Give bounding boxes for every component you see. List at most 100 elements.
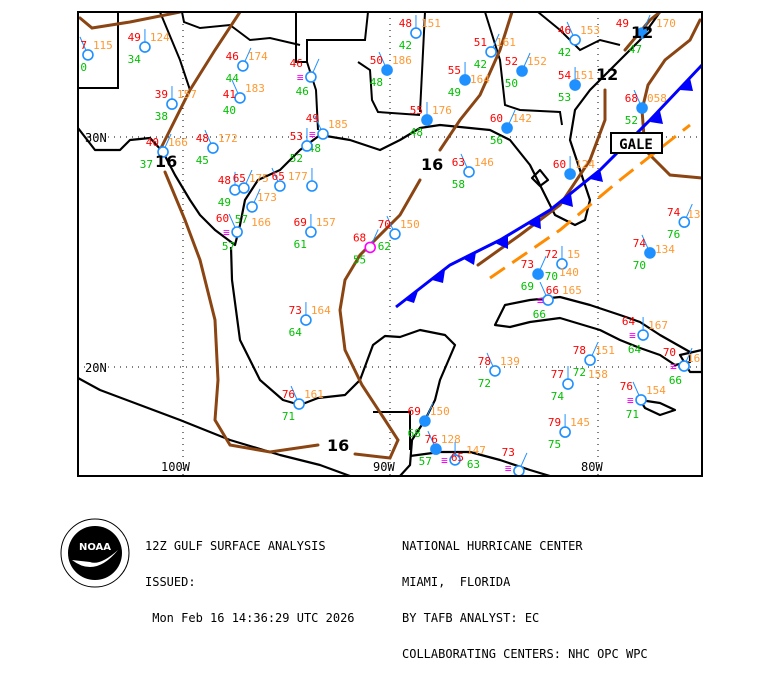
pressure: 147 xyxy=(466,444,486,457)
dewpoint: 42 xyxy=(474,58,487,71)
station-plot: 68 55 xyxy=(353,229,379,266)
station-circle-icon xyxy=(516,65,528,77)
lon-label: 80W xyxy=(581,460,603,474)
logo-text: NOAA xyxy=(79,542,111,553)
station-plot: 79 145 75 xyxy=(548,414,590,451)
station-plot: 69 157 61 xyxy=(294,213,336,251)
pressure: 164 xyxy=(470,73,490,86)
pressure: 150 xyxy=(400,218,420,231)
product-info: 12Z GULF SURFACE ANALYSIS ISSUED: Mon Fe… xyxy=(145,516,355,636)
station-circle-icon xyxy=(569,79,581,91)
temperature: 65 xyxy=(451,451,464,464)
pressure: 165 xyxy=(562,284,582,297)
station-circle-icon xyxy=(419,415,431,427)
dewpoint: 46 xyxy=(296,85,309,98)
station-circle-icon xyxy=(489,365,501,377)
dewpoint: 62 xyxy=(378,240,391,253)
pressure: 158 xyxy=(588,368,608,381)
station-plot: 78 139 72 xyxy=(478,352,520,390)
pressure: 151 xyxy=(421,17,441,30)
temperature: 53 xyxy=(290,130,303,143)
lat-label: 20N xyxy=(85,361,107,375)
station-plot: 77 158 74 xyxy=(551,366,608,403)
dewpoint: 47 xyxy=(629,43,642,56)
station-circle-icon xyxy=(584,354,596,366)
station-plot: 60 124 xyxy=(553,156,595,180)
station-plot: 63 146 58 xyxy=(452,153,494,191)
pressure: 166 xyxy=(168,136,188,149)
station-circle-icon xyxy=(459,74,471,86)
dewpoint: 52 xyxy=(625,114,638,127)
dewpoint: 52 xyxy=(290,152,303,165)
dewpoint: 63 xyxy=(467,458,480,471)
analyst: BY TAFB ANALYST: EC xyxy=(402,611,540,625)
isobar-label: 12 xyxy=(631,23,653,42)
pressure: 173 xyxy=(257,191,277,204)
dewpoint: 55 xyxy=(353,253,366,266)
temperature: 64 xyxy=(622,315,636,328)
station-circle-icon xyxy=(430,443,442,455)
temperature: 49 xyxy=(616,17,629,30)
station-circle-icon xyxy=(317,128,329,140)
pressure: 154 xyxy=(646,384,666,397)
collaborating-centers: COLLABORATING CENTERS: NHC OPC WPC xyxy=(402,647,648,661)
temperature: 60 xyxy=(553,158,566,171)
fog-icon: ≡ xyxy=(297,71,304,84)
pressure: 058 xyxy=(647,92,667,105)
station-circle-icon xyxy=(300,314,312,326)
station-circle-icon xyxy=(306,180,318,192)
station-circle-icon xyxy=(207,142,219,154)
station-plot: 52 152 50 xyxy=(505,52,547,90)
dewpoint: 57 xyxy=(235,213,248,226)
temperature: 55 xyxy=(448,64,461,77)
temperature: 52 xyxy=(505,55,518,68)
isobar-label: 16 xyxy=(327,436,349,455)
station-circle-icon xyxy=(246,201,258,213)
cold-front xyxy=(395,63,702,309)
pressure: 146 xyxy=(474,156,494,169)
pressure: 13 xyxy=(687,208,700,221)
station-plot: 74 134 70 xyxy=(633,234,675,272)
lat-label: 30N xyxy=(85,131,107,145)
pressure: 134 xyxy=(655,243,675,256)
dewpoint: 53 xyxy=(558,91,571,104)
isobar-label: 12 xyxy=(596,65,618,84)
station-circle-icon xyxy=(274,180,286,192)
temperature: 55 xyxy=(410,104,423,117)
station-plot: 51 161 42 xyxy=(474,33,516,71)
station-plot: 7 115 0 xyxy=(79,36,113,74)
station-circle-icon xyxy=(636,102,648,114)
dewpoint: 71 xyxy=(626,408,639,421)
station-circle-icon xyxy=(501,122,513,134)
station-circle-icon xyxy=(562,378,574,390)
temperature: 65 xyxy=(272,170,285,183)
fog-icon: ≡ xyxy=(627,394,634,407)
station-plot: 55 164 49 xyxy=(448,61,490,99)
temperature: 46 xyxy=(226,50,239,63)
pressure: 128 xyxy=(441,433,461,446)
center-location: MIAMI, FLORIDA xyxy=(402,575,511,589)
dewpoint: 72 xyxy=(573,366,586,379)
isobar-label: 16 xyxy=(421,155,443,174)
dewpoint: 38 xyxy=(155,110,168,123)
station-plot: ≡46 46 xyxy=(290,57,320,98)
station-circle-icon xyxy=(637,329,649,341)
station-plot: 53 52 xyxy=(290,127,313,165)
lat-lon-grid xyxy=(78,12,702,476)
station-circle-icon xyxy=(513,465,525,476)
pressure: 177 xyxy=(288,170,308,183)
temperature: 39 xyxy=(155,88,168,101)
station-circle-icon xyxy=(82,49,94,61)
temperature: 50 xyxy=(370,54,383,67)
station-plot: ≡76 154 71 xyxy=(620,380,666,421)
pressure: 145 xyxy=(570,416,590,429)
temperature: 74 xyxy=(667,206,681,219)
station-circle-icon xyxy=(542,294,554,306)
fog-icon: ≡ xyxy=(670,360,677,373)
dewpoint: 57 xyxy=(222,240,235,253)
isobar-label: 16 xyxy=(155,152,177,171)
station-circle-icon xyxy=(678,216,691,228)
temperature: 72 xyxy=(545,248,558,261)
